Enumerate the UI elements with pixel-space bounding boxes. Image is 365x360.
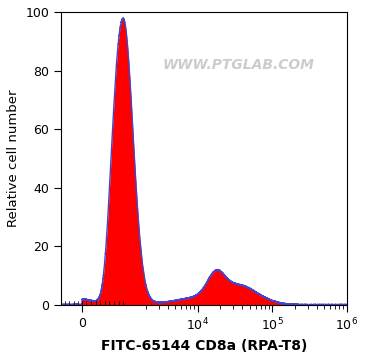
Y-axis label: Relative cell number: Relative cell number bbox=[7, 90, 20, 227]
X-axis label: FITC-65144 CD8a (RPA-T8): FITC-65144 CD8a (RPA-T8) bbox=[101, 339, 307, 353]
Text: WWW.PTGLAB.COM: WWW.PTGLAB.COM bbox=[162, 58, 314, 72]
